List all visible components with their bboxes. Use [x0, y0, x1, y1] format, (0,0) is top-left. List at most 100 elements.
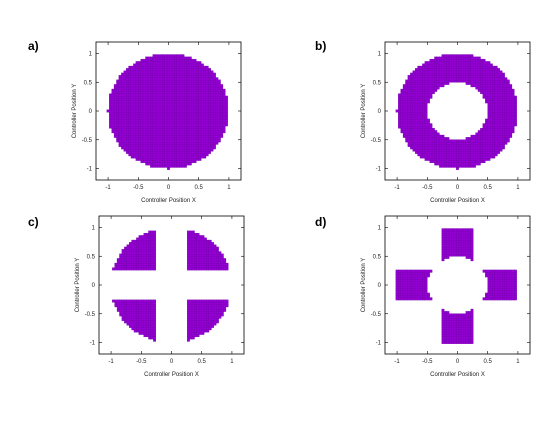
y-tick-label: -0.5 [371, 138, 382, 144]
data-point [465, 228, 469, 232]
data-point [225, 95, 228, 99]
data-point [429, 297, 433, 301]
data-point [414, 269, 418, 273]
data-point [212, 72, 216, 76]
data-point [189, 230, 193, 234]
data-point [492, 269, 496, 273]
data-point [439, 134, 443, 138]
data-point [162, 54, 166, 58]
data-point [489, 63, 493, 67]
data-point [143, 299, 147, 303]
data-point [400, 88, 404, 92]
data-point [121, 299, 125, 303]
x-tick-label: -0.5 [136, 359, 147, 365]
data-point [451, 313, 455, 317]
data-point [424, 61, 428, 65]
x-tick-label: 1 [230, 359, 234, 365]
x-tick-label: 0.5 [198, 359, 207, 365]
data-point [458, 313, 462, 317]
data-point [398, 269, 401, 273]
data-point [427, 269, 430, 273]
data-point [453, 313, 457, 317]
data-point [405, 269, 409, 273]
data-point [492, 65, 496, 69]
data-point [451, 139, 455, 143]
data-point [456, 139, 459, 143]
data-point [159, 54, 163, 58]
data-point [191, 58, 195, 62]
data-point [203, 65, 207, 69]
data-point [460, 54, 464, 58]
data-point [142, 58, 146, 62]
y-tick-label: -0.5 [82, 138, 93, 144]
data-point [153, 299, 157, 303]
data-point [511, 88, 515, 92]
data-point [468, 137, 472, 141]
data-point [504, 77, 508, 81]
data-point [463, 54, 467, 58]
data-point [460, 139, 464, 143]
data-point [441, 228, 445, 232]
data-point [494, 65, 498, 69]
data-point [211, 242, 215, 246]
data-point [128, 242, 132, 246]
y-axis-label: Controller Position Y [75, 258, 81, 313]
data-point [443, 137, 447, 141]
data-point [196, 61, 199, 65]
data-point [485, 269, 488, 273]
data-point [145, 299, 149, 303]
data-point [141, 235, 144, 239]
data-point [458, 139, 462, 143]
data-point [419, 269, 423, 273]
data-point [121, 72, 125, 76]
data-point [131, 299, 135, 303]
data-point [412, 269, 416, 273]
data-point [501, 269, 505, 273]
data-point [480, 127, 484, 131]
data-point [148, 299, 152, 303]
y-tick-label: 1 [92, 226, 96, 232]
x-tick-label: 0 [170, 359, 174, 365]
y-tick-label: 0 [92, 283, 96, 289]
x-tick-label: -0.5 [422, 185, 433, 191]
data-point [443, 228, 447, 232]
data-point [121, 249, 125, 252]
data-point [136, 237, 140, 241]
data-point [194, 299, 198, 303]
data-point [143, 232, 147, 236]
x-tick-label: -1 [108, 359, 114, 365]
data-point [451, 228, 455, 232]
data-point [118, 75, 122, 78]
data-point [487, 269, 491, 273]
data-point [499, 70, 503, 74]
data-point [215, 299, 219, 303]
data-point [201, 235, 205, 239]
data-point [223, 299, 227, 303]
data-point [497, 68, 501, 72]
data-point [222, 88, 226, 92]
data-points [112, 230, 229, 342]
data-point [407, 269, 411, 273]
data-point [465, 311, 469, 315]
data-point [181, 54, 185, 58]
data-point [208, 299, 212, 303]
data-point [506, 79, 510, 83]
data-point [198, 61, 202, 65]
data-point [482, 58, 486, 62]
data-point [218, 251, 222, 255]
data-points [395, 228, 517, 344]
data-point [199, 299, 202, 303]
data-point [410, 72, 414, 76]
data-point [135, 61, 139, 65]
data-point [124, 246, 128, 250]
data-point [186, 230, 190, 234]
data-point [171, 54, 175, 58]
panel-letter: b) [315, 39, 326, 53]
data-point [201, 299, 205, 303]
data-point [429, 58, 433, 62]
plot-frame [98, 215, 245, 355]
data-point [169, 54, 173, 58]
data-point [419, 65, 423, 69]
